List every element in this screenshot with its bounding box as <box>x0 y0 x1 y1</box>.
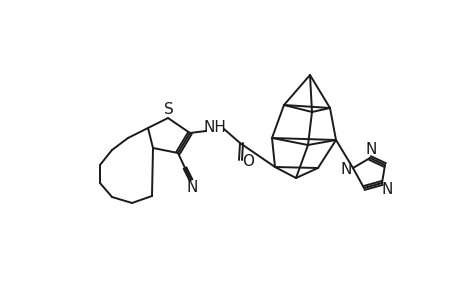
Text: N: N <box>381 182 392 197</box>
Text: S: S <box>164 103 174 118</box>
Text: NH: NH <box>203 121 226 136</box>
Text: O: O <box>241 154 253 169</box>
Text: N: N <box>186 181 197 196</box>
Text: N: N <box>340 161 351 176</box>
Text: N: N <box>364 142 376 158</box>
